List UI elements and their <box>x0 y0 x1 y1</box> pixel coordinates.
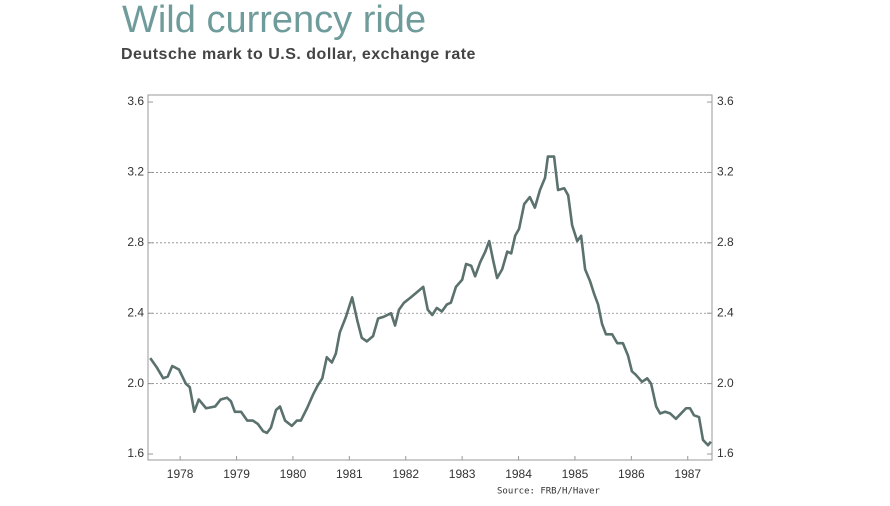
x-tick-label: 1986 <box>618 467 645 481</box>
y-tick-label: 2.4 <box>127 305 144 319</box>
y-tick-label: 2.8 <box>127 235 144 249</box>
x-tick-label: 1982 <box>392 467 419 481</box>
y2-tick-label: 1.6 <box>717 446 734 460</box>
x-tick-label: 1978 <box>167 467 194 481</box>
y2-tick-label: 2.0 <box>717 376 734 390</box>
y2-tick-label: 3.2 <box>717 165 734 179</box>
y2-tick-label: 3.6 <box>717 94 734 108</box>
y2-tick-label: 2.8 <box>717 235 734 249</box>
x-tick-label: 1979 <box>223 467 250 481</box>
x-tick-label: 1983 <box>449 467 476 481</box>
plot-frame <box>147 94 713 461</box>
source: Source: FRB/H/Haver <box>497 487 601 497</box>
y-tick-label: 2.0 <box>127 376 144 390</box>
chart-title: Wild currency ride <box>122 0 426 41</box>
x-tick-label: 1981 <box>336 467 363 481</box>
x-tick-label: 1984 <box>505 467 532 481</box>
y-tick-label: 3.6 <box>127 94 144 108</box>
y2-tick-label: 2.4 <box>717 305 734 319</box>
y-tick-label: 1.6 <box>127 446 144 460</box>
x-tick-label: 1980 <box>280 467 307 481</box>
data-line <box>149 155 712 447</box>
y-tick-label: 3.2 <box>127 165 144 179</box>
chart-subtitle: Deutsche mark to U.S. dollar, exchange r… <box>121 46 476 63</box>
x-tick-label: 1985 <box>562 467 589 481</box>
x-tick-label: 1987 <box>674 467 701 481</box>
